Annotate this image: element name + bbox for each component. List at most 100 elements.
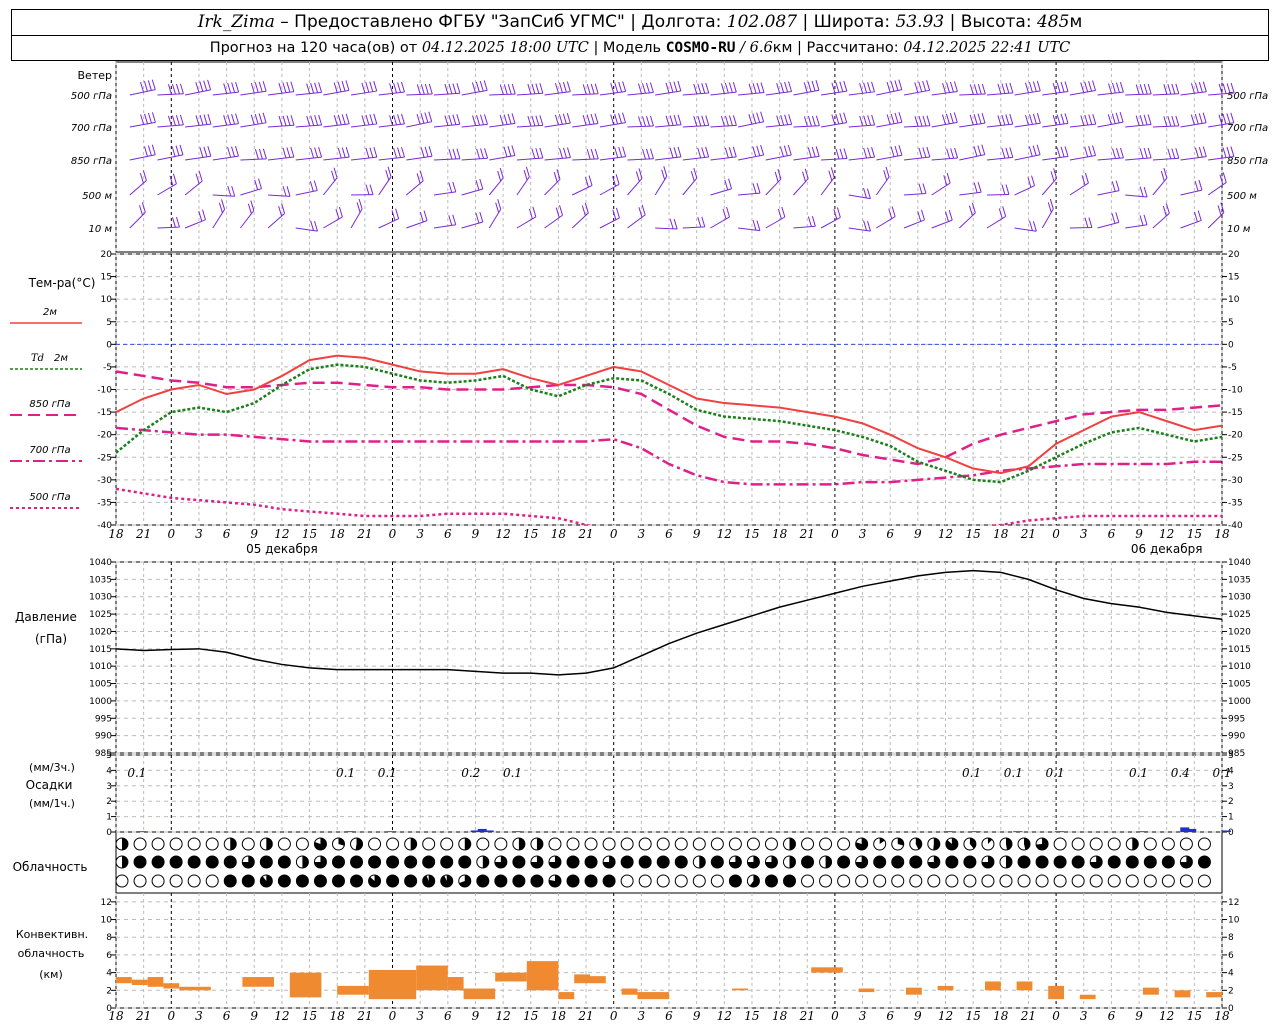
- wind-barb: [876, 216, 896, 229]
- conv-x-tick-label: 18: [330, 1009, 346, 1023]
- wind-barb: [682, 124, 709, 128]
- cloud-circle: [169, 874, 183, 888]
- wind-barb: [1152, 93, 1179, 96]
- wind-barb: [1069, 182, 1089, 196]
- convective-bar: [1079, 994, 1096, 1000]
- wind-barb-feather: [1060, 81, 1065, 93]
- wind-barb-feather: [338, 206, 343, 218]
- wind-barb-feather: [828, 170, 833, 181]
- wind-barb-feather: [1047, 202, 1052, 213]
- conv-x-tick-label: 21: [1020, 1009, 1036, 1023]
- wind-barb-feather: [871, 81, 876, 92]
- precip-tick-label-right: 5: [1228, 751, 1234, 761]
- wind-barb-feather: [894, 80, 899, 91]
- wind-barb-feather: [419, 211, 424, 223]
- wind-barb-feather: [282, 147, 287, 159]
- cloud-cover-symbol: [422, 837, 436, 851]
- wind-barb-feather: [981, 112, 986, 124]
- wind-barb-feather: [1162, 205, 1167, 217]
- wind-barb-feather: [836, 207, 841, 218]
- wind-barb-feather: [943, 175, 948, 186]
- precip-unit-1h: (мм/1ч.): [29, 797, 75, 810]
- wind-barb-feather: [883, 170, 888, 181]
- convective-tick-label-left: 8: [106, 933, 112, 943]
- wind-barb-feather: [361, 115, 366, 126]
- wind-barb-feather: [862, 187, 867, 199]
- cloud-cover-symbol: [746, 837, 760, 851]
- wind-barb-feather: [788, 114, 793, 125]
- cloud-cover-symbol: [927, 874, 941, 888]
- cloud-cover-symbol: [1161, 874, 1175, 888]
- wind-barb-feather: [507, 84, 512, 95]
- cloud-fill-full: [476, 875, 489, 887]
- temp-x-tick-label: 9: [693, 527, 701, 541]
- temp-tick-label-right: -10: [1228, 386, 1243, 396]
- cloud-fill-full: [332, 875, 345, 887]
- wind-barb-feather: [1230, 146, 1235, 157]
- wind-barb-feather: [914, 82, 919, 93]
- wind-barb-feather: [258, 178, 262, 189]
- wind-barb: [268, 194, 291, 197]
- wind-barb-feather: [1139, 115, 1144, 126]
- cloud-cover-symbol: [945, 874, 959, 888]
- wind-barb: [268, 91, 294, 96]
- wind-barb: [820, 177, 835, 196]
- wind-barb-feather: [523, 170, 528, 181]
- wind-barb-feather: [949, 81, 954, 93]
- wind-barb-feather: [385, 169, 390, 181]
- wind-barb: [627, 91, 654, 96]
- wind-barb: [433, 92, 460, 96]
- cloud-circle: [656, 874, 670, 888]
- precip-amount-label: 0.1: [127, 766, 146, 780]
- cloud-cover-symbol: [891, 874, 905, 888]
- wind-barb-feather: [677, 80, 682, 92]
- wind-barb-feather: [218, 202, 223, 213]
- cloud-cover-symbol: [313, 874, 327, 888]
- wind-barb-feather: [495, 202, 500, 213]
- wind-barb-feather: [507, 146, 512, 157]
- temp-x-tick-label: 6: [444, 527, 452, 541]
- precip-amount-label: 0.1: [1212, 766, 1231, 780]
- convective-bar: [526, 961, 559, 991]
- wind-barb: [903, 125, 931, 128]
- wind-barb: [129, 154, 156, 161]
- convective-bar: [368, 969, 417, 1000]
- cloud-circle: [241, 837, 255, 851]
- wind-barb-feather: [843, 112, 848, 123]
- wind-barb: [295, 189, 318, 196]
- wind-barb: [765, 178, 782, 196]
- temp-series-2: [116, 370, 1222, 466]
- convective-tick-label-left: 12: [101, 898, 112, 908]
- wind-barb-feather: [1175, 83, 1180, 94]
- wind-barb-feather: [867, 220, 871, 232]
- wind-barb-feather: [831, 114, 836, 125]
- wind-barb-feather: [781, 206, 786, 218]
- cloud-cover-symbol: [241, 855, 255, 869]
- wind-barb-feather: [258, 148, 263, 160]
- wind-barb: [240, 122, 267, 128]
- wind-barb-feather: [890, 81, 895, 92]
- wind-barb-feather: [207, 79, 212, 90]
- wind-barb-feather: [1171, 83, 1176, 95]
- wind-barb-feather: [701, 83, 706, 94]
- wind-barb-feather: [1217, 205, 1222, 216]
- wind-barb-feather: [1147, 114, 1152, 125]
- wind-barb-feather: [1119, 82, 1124, 93]
- cloud-cover-symbol: [1179, 837, 1193, 851]
- cloud-fill-part: [302, 856, 309, 868]
- cloud-cover-symbol: [115, 874, 129, 888]
- wind-barb-feather: [401, 146, 405, 158]
- wind-barb-feather: [333, 115, 338, 126]
- wind-barb-feather: [1084, 81, 1089, 93]
- cloud-fill-part: [440, 875, 453, 888]
- cloud-fill-part: [945, 838, 958, 851]
- cloud-fill-full: [1126, 856, 1139, 868]
- precip-amount-label: 0.2: [461, 766, 480, 780]
- wind-barb-feather: [618, 147, 623, 158]
- wind-barb-feather: [195, 173, 200, 184]
- wind-barb: [738, 92, 765, 96]
- wind-barb-feather: [898, 79, 903, 90]
- wind-level-label-right: 850 гПа: [1227, 156, 1268, 167]
- conv-x-tick-label: 18: [551, 1009, 567, 1023]
- wind-barb-feather: [306, 83, 311, 94]
